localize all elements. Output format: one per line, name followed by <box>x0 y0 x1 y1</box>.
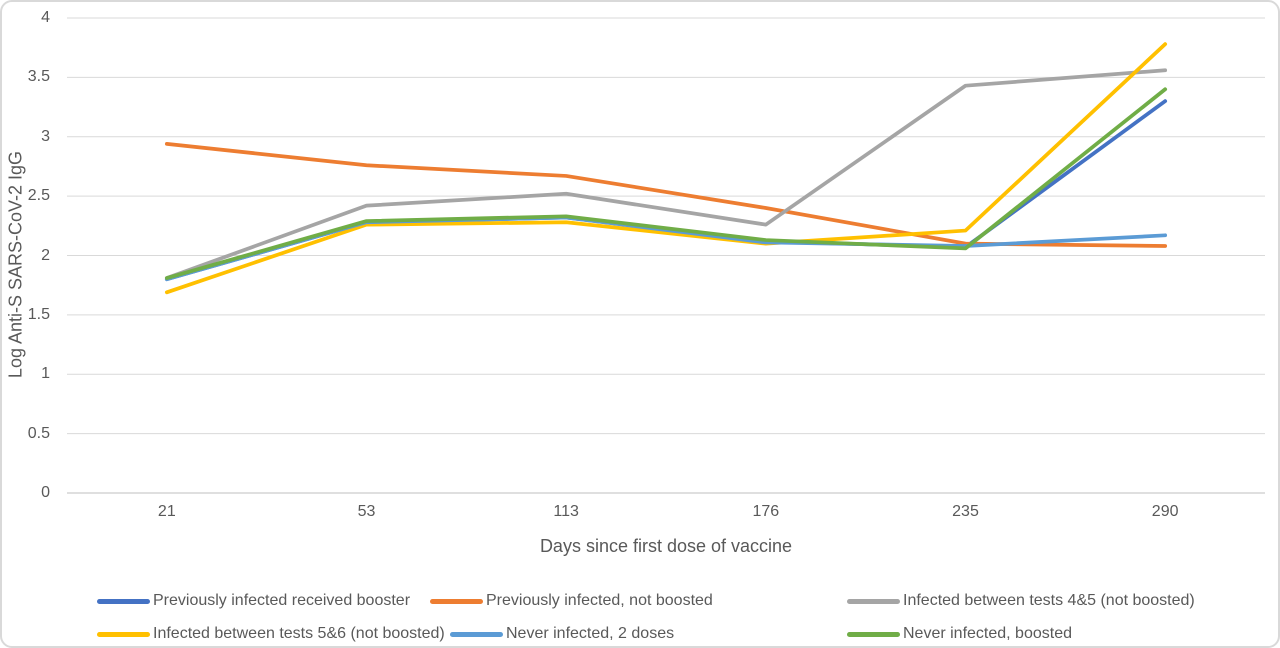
legend-label: Infected between tests 5&6 (not boosted) <box>153 625 445 642</box>
legend-swatch <box>97 631 150 637</box>
legend-swatch <box>97 598 150 604</box>
series-line <box>164 87 1168 280</box>
legend-swatch <box>430 598 483 604</box>
y-tick-label: 0.5 <box>27 424 50 442</box>
y-axis-title: Log Anti-S SARS-CoV-2 IgG <box>5 150 26 379</box>
x-tick-label: 21 <box>157 503 176 520</box>
y-tick-label: 2.5 <box>27 187 50 205</box>
series-line <box>164 42 1168 295</box>
legend-item: Infected between tests 4&5 (not boosted) <box>847 592 1195 610</box>
legend-label: Never infected, 2 doses <box>506 625 675 642</box>
y-tick-label: 2 <box>41 246 50 264</box>
legend-item: Never infected, boosted <box>847 625 1072 643</box>
x-tick-label: 290 <box>1151 503 1179 520</box>
legend-item: Previously infected received booster <box>97 592 410 610</box>
y-tick-label: 1.5 <box>27 305 50 323</box>
legend-label: Infected between tests 4&5 (not boosted) <box>903 592 1195 609</box>
legend-label: Previously infected received booster <box>153 592 411 609</box>
y-tick-label: 1 <box>41 365 50 383</box>
x-tick-label: 235 <box>952 503 979 520</box>
legend-item: Never infected, 2 doses <box>450 625 674 643</box>
series-line <box>164 68 1168 280</box>
legend-item: Previously infected, not boosted <box>430 592 713 610</box>
legend-label: Never infected, boosted <box>903 625 1072 642</box>
legend-item: Infected between tests 5&6 (not boosted) <box>97 625 445 643</box>
y-tick-label: 4 <box>41 9 50 26</box>
x-tick-label: 113 <box>553 503 579 520</box>
y-tick-label: 3 <box>41 127 50 145</box>
legend-label: Previously infected, not boosted <box>486 592 713 609</box>
legend-swatch <box>847 631 900 637</box>
x-tick-label: 176 <box>752 503 780 520</box>
y-tick-label: 3.5 <box>27 68 50 86</box>
legend-swatch <box>847 598 900 604</box>
x-tick-label: 53 <box>357 503 376 520</box>
x-axis-title: Days since first dose of vaccine <box>539 536 793 556</box>
y-tick-label: 0 <box>41 484 50 501</box>
legend-swatch <box>450 631 503 637</box>
